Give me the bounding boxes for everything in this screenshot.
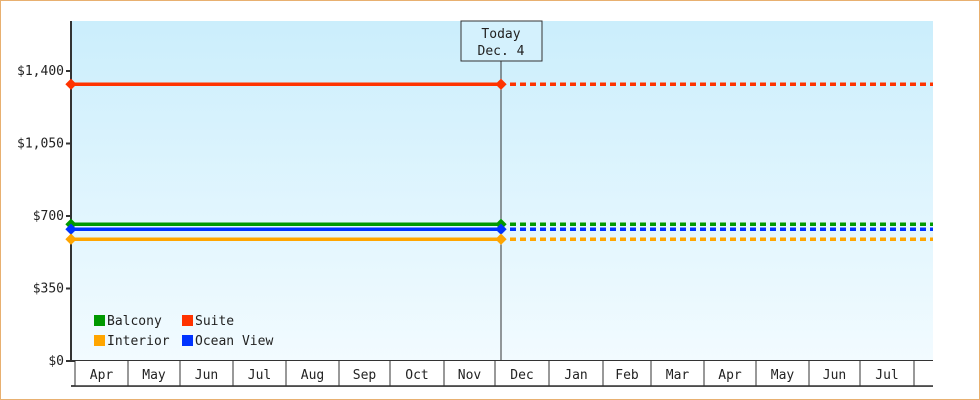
today-label: Today xyxy=(481,27,520,42)
y-tick-label: $0 xyxy=(48,354,64,369)
today-date: Dec. 4 xyxy=(478,44,525,59)
month-label: Jul xyxy=(248,368,271,383)
y-tick-label: $350 xyxy=(33,282,64,297)
month-label: Jul xyxy=(875,368,898,383)
month-label: Feb xyxy=(615,368,639,383)
y-tick-label: $700 xyxy=(33,209,64,224)
legend-swatch xyxy=(182,335,193,346)
y-tick-label: $1,400 xyxy=(17,64,64,79)
legend: Balcony Suite Interior Ocean View xyxy=(94,314,273,349)
legend-swatch xyxy=(94,335,105,346)
legend-label: Balcony xyxy=(107,314,162,329)
legend-label: Suite xyxy=(195,314,234,329)
y-tick-label: $1,050 xyxy=(17,137,64,152)
series-lines xyxy=(65,78,933,245)
legend-swatch xyxy=(182,315,193,326)
month-label: May xyxy=(142,368,166,383)
month-label: Sep xyxy=(353,368,377,383)
month-label: Jun xyxy=(823,368,846,383)
month-label: May xyxy=(771,368,795,383)
month-label: Jun xyxy=(195,368,218,383)
plot-background xyxy=(71,21,933,361)
month-label: Apr xyxy=(90,368,114,383)
legend-swatch xyxy=(94,315,105,326)
today-box xyxy=(460,20,543,62)
month-label: Aug xyxy=(301,368,324,383)
month-strip xyxy=(75,361,933,386)
today-marker: Today Dec. 4 xyxy=(460,20,543,361)
month-label: Nov xyxy=(458,368,482,383)
month-label: Apr xyxy=(718,368,742,383)
x-axis: Apr May Jun Jul Aug Sep Oct Nov Dec Jan Feb Mar Apr M… xyxy=(71,360,933,387)
month-label: Dec xyxy=(510,368,533,383)
data-point xyxy=(495,223,507,235)
month-label: Oct xyxy=(405,368,428,383)
month-label: Jan xyxy=(564,368,587,383)
legend-label: Ocean View xyxy=(195,334,273,349)
legend-label: Interior xyxy=(107,334,170,349)
month-label: Mar xyxy=(666,368,690,383)
data-point xyxy=(495,233,507,245)
y-axis: $0 $350 $700 $1,050 $1,400 xyxy=(17,21,72,369)
